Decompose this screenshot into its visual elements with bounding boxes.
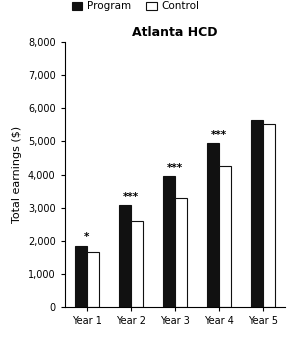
Text: *: *: [84, 232, 90, 243]
Text: ***: ***: [167, 163, 183, 173]
Bar: [163, 176, 175, 307]
Bar: [175, 198, 187, 307]
Bar: [131, 221, 143, 307]
Y-axis label: Total earnings ($): Total earnings ($): [12, 126, 22, 223]
Bar: [207, 143, 219, 307]
Legend: Program, Control: Program, Control: [70, 0, 201, 14]
Bar: [250, 120, 263, 307]
Bar: [119, 205, 131, 307]
Bar: [219, 166, 231, 307]
Title: Atlanta HCD: Atlanta HCD: [132, 26, 218, 39]
Bar: [263, 124, 275, 307]
Bar: [75, 246, 87, 307]
Bar: [87, 252, 99, 307]
Text: ***: ***: [123, 192, 139, 202]
Text: ***: ***: [211, 130, 227, 140]
